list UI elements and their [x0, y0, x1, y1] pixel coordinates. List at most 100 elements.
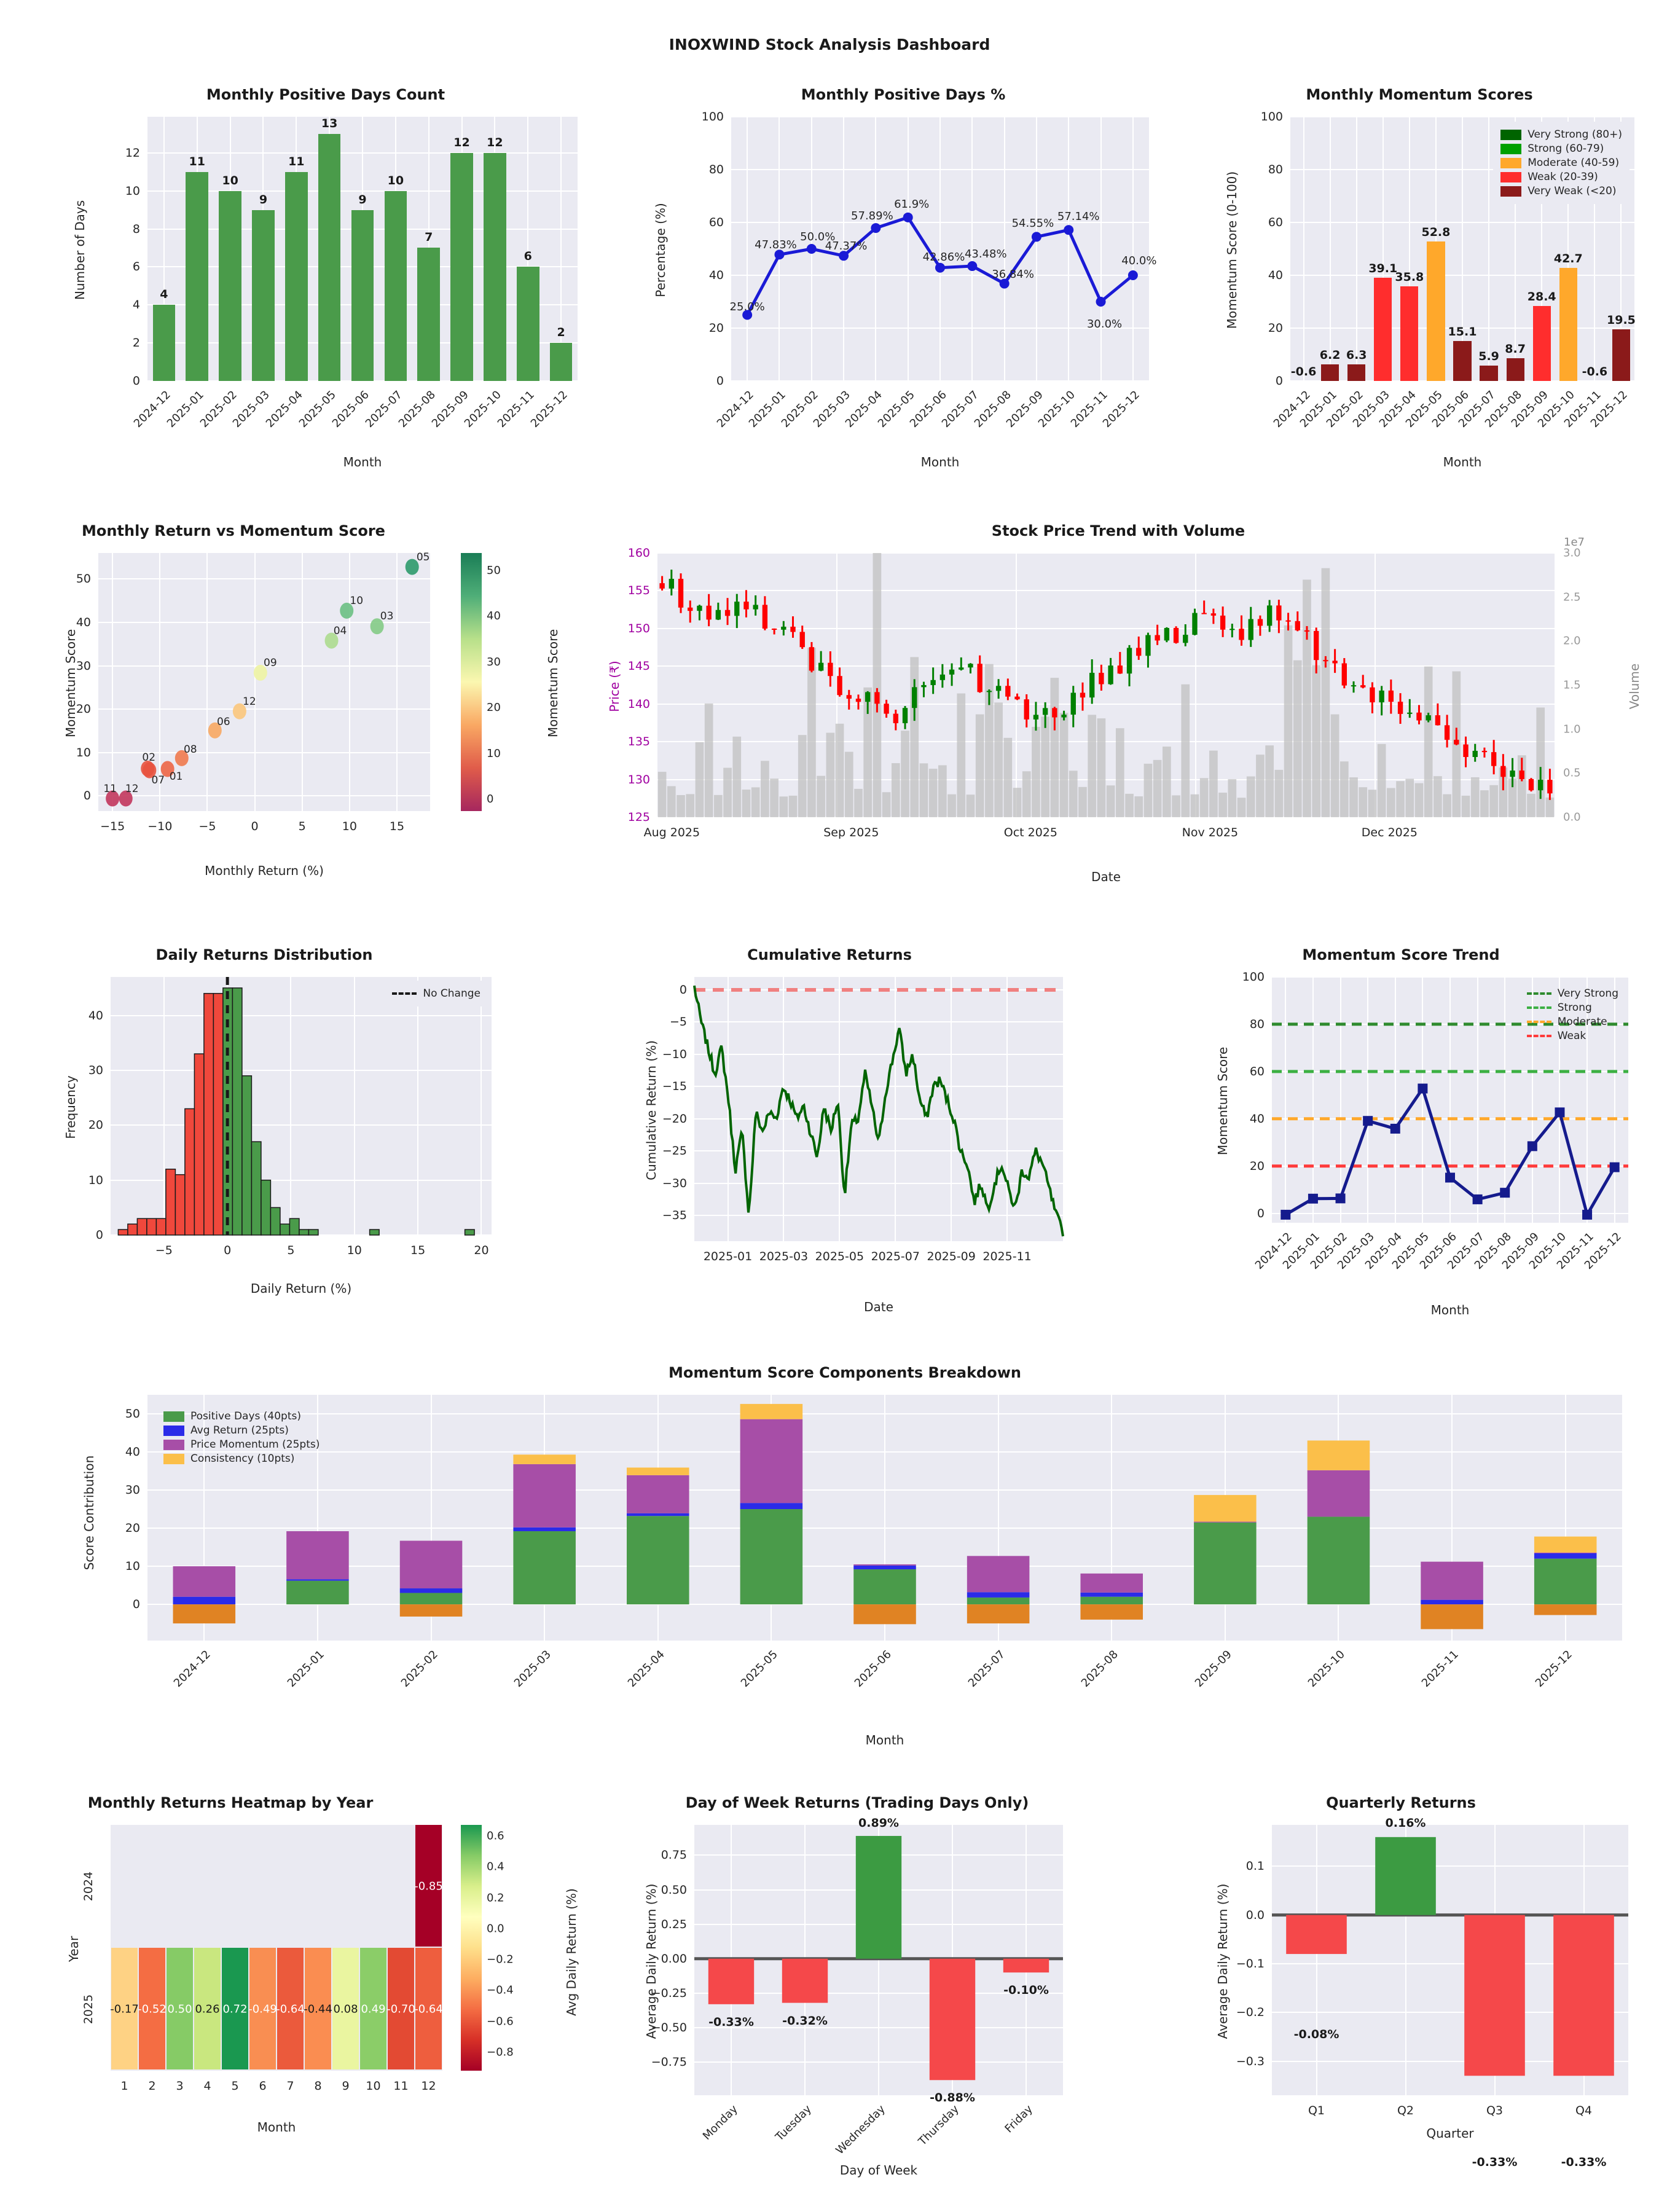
- x-tick-label: 0: [224, 1244, 232, 1257]
- heatmap-cell: [360, 1825, 386, 1947]
- gridline: [694, 1215, 1063, 1217]
- scatter-point-label: 05: [416, 551, 430, 563]
- y-axis-label: Average Daily Return (%): [644, 1883, 659, 2039]
- chart-panel-positive-days-pct: Monthly Positive Days % 0 20 40 60 80 100 25.0…: [614, 86, 1192, 469]
- x-tick-label: 15: [410, 1244, 426, 1257]
- gridline: [1614, 977, 1615, 1223]
- colorbar-tick-label: −0.4: [487, 1983, 514, 1997]
- bar-value-label: -0.6: [1290, 365, 1317, 378]
- y-tick-label: 40: [1268, 269, 1283, 282]
- y-tick-label: 40: [76, 615, 91, 629]
- x-tick-label: 7: [286, 2079, 294, 2093]
- x-tick-label: Oct 2025: [1003, 826, 1057, 839]
- bar: [450, 152, 473, 381]
- gridline: [206, 553, 208, 811]
- gridline: [1422, 977, 1424, 1223]
- gridline: [1541, 117, 1543, 381]
- bar-value-label: 4: [160, 288, 168, 302]
- legend-label: Moderate: [1557, 1016, 1607, 1028]
- gridline: [875, 117, 877, 381]
- heatmap-cell: [167, 1825, 193, 1947]
- bar-value-label: 0.89%: [858, 1816, 899, 1830]
- y-tick-label: 50: [125, 1407, 140, 1421]
- y-axis-label: Momentum Score (0-100): [1225, 171, 1239, 329]
- gridline: [98, 578, 430, 580]
- heatmap-cell-value: -0.85: [414, 1880, 443, 1893]
- x-tick-label: Sep 2025: [823, 826, 879, 839]
- scatter-point-label: 02: [142, 751, 156, 764]
- y-tick-label: 135: [627, 735, 650, 749]
- y-tick-label: 160: [627, 546, 650, 560]
- gridline: [1367, 977, 1369, 1223]
- bar: [1506, 358, 1524, 381]
- x-axis-label: Month: [1443, 455, 1482, 469]
- y-tick-label: 2024: [81, 1871, 95, 1902]
- bar: [1453, 341, 1472, 381]
- gridline: [301, 553, 303, 811]
- heatmap-cell: [332, 1825, 359, 1947]
- gridline: [1375, 553, 1376, 817]
- gridline: [98, 795, 430, 797]
- bar-value-label: 28.4: [1527, 289, 1556, 304]
- gridline: [203, 1395, 205, 1641]
- y-tick-label: 0.1: [1245, 1859, 1265, 1873]
- gridline: [1016, 553, 1017, 817]
- y-tick-label: 80: [1249, 1017, 1265, 1031]
- legend-item: Very Strong: [1526, 987, 1618, 1000]
- bar-value-label: 35.8: [1395, 270, 1424, 284]
- x-axis-label: Day of Week: [839, 2163, 918, 2178]
- bar-value-label: 12: [453, 135, 470, 149]
- legend-swatch: [163, 1411, 184, 1422]
- colorbar-tick-label: −0.6: [487, 2015, 514, 2028]
- x-tick-label: 20: [474, 1244, 489, 1257]
- colorbar-tick-label: 0.2: [487, 1891, 504, 1905]
- bar-value-label: 12: [487, 135, 503, 149]
- gridline: [1567, 117, 1569, 381]
- y-tick-label: 0.75: [661, 1848, 687, 1862]
- heatmap-cell-value: -0.52: [138, 2002, 167, 2016]
- heatmap-cell-value: 0.26: [195, 2002, 220, 2016]
- chart-title: Monthly Positive Days %: [801, 86, 1006, 103]
- legend-dash-line: [1526, 992, 1551, 995]
- y-axis-label: Percentage (%): [653, 203, 668, 297]
- y-tick-label: 20: [708, 321, 724, 335]
- gridline: [1111, 1395, 1113, 1641]
- gridline: [783, 977, 785, 1241]
- gridline: [727, 977, 729, 1241]
- gridline: [971, 117, 973, 381]
- y-tick-label: −10: [662, 1047, 687, 1061]
- y-tick-label: 30: [76, 659, 91, 673]
- gridline: [731, 380, 1149, 382]
- legend-item: Strong (60-79): [1500, 143, 1622, 155]
- bar-value-label: 39.1: [1368, 261, 1398, 275]
- x-tick-label: Q4: [1575, 2104, 1593, 2117]
- legend-item: Very Weak (<20): [1500, 185, 1622, 197]
- chart-panel-momentum-components: Momentum Score Components Breakdown 0 10 2…: [37, 1364, 1653, 1757]
- legend-item: Moderate (40-59): [1500, 157, 1622, 169]
- gridline: [1290, 380, 1634, 382]
- legend-label: No Change: [423, 987, 480, 1000]
- y-tick-label: 140: [627, 697, 650, 711]
- legend-label: Very Strong: [1557, 987, 1618, 1000]
- x-tick-label: 5: [298, 820, 306, 833]
- gridline: [657, 665, 1555, 667]
- legend-label: Weak (20-39): [1528, 171, 1598, 183]
- volume-tick-label: 1.5: [1563, 678, 1581, 692]
- bar-value-label: 6: [524, 249, 532, 264]
- y-tick-label: 30: [125, 1483, 140, 1497]
- x-tick-label: 2025-03: [511, 1648, 554, 1690]
- heatmap-cell: [222, 1825, 248, 1947]
- legend-label: Very Strong (80+): [1528, 128, 1622, 141]
- legend-item: Avg Return (25pts): [163, 1424, 320, 1437]
- x-tick-label: 2025-05: [739, 1648, 781, 1690]
- heatmap-cell: [249, 1825, 276, 1947]
- bar: [1320, 364, 1339, 381]
- gridline: [560, 117, 562, 381]
- y-tick-label: 125: [627, 810, 650, 824]
- x-tick-label: 10: [342, 820, 357, 833]
- gridline: [111, 1179, 492, 1181]
- gridline: [694, 1053, 1063, 1055]
- heatmap-cell-value: -0.64: [414, 2002, 443, 2016]
- x-tick-label: Nov 2025: [1182, 826, 1239, 839]
- y-tick-label: 8: [132, 222, 140, 236]
